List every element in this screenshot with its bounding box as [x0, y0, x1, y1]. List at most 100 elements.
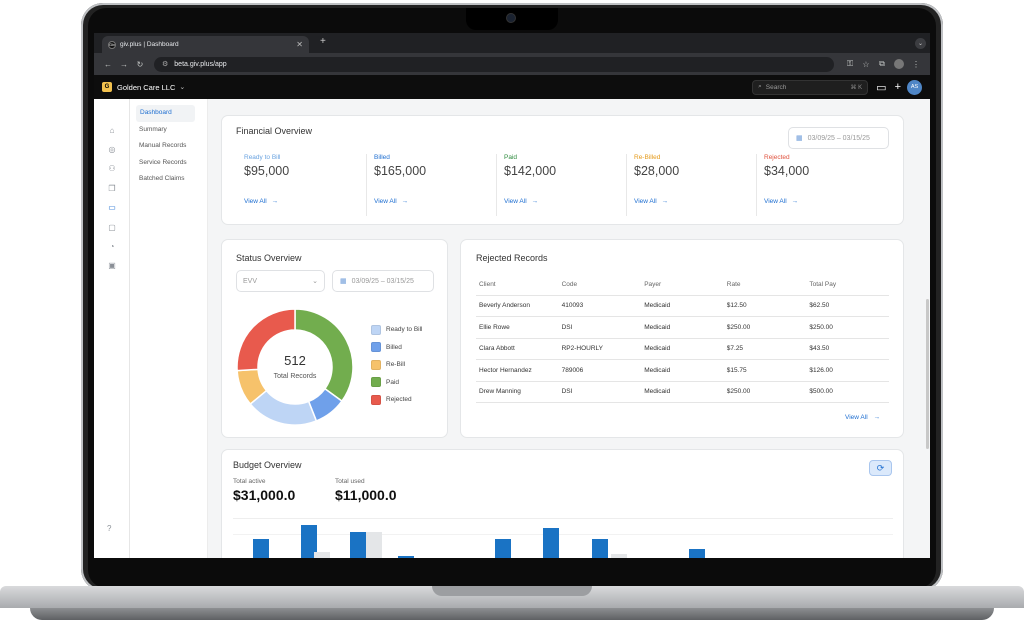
layers-icon[interactable]: ❐	[108, 183, 116, 193]
sidebar-item-batched-claims[interactable]: Batched Claims	[139, 175, 185, 182]
budget-bar[interactable]	[314, 552, 330, 558]
scrollbar[interactable]	[926, 299, 929, 449]
table-row[interactable]: Clara Abbott RP2-HOURLY Medicaid $7.25 $43.5…	[476, 339, 889, 360]
budget-bar[interactable]	[611, 554, 627, 558]
chat-icon[interactable]: ▢	[108, 222, 116, 232]
table-cell: $62.50	[809, 302, 830, 310]
table-row[interactable]: Drew Manning DSI Medicaid $250.00 $500.00	[476, 382, 889, 403]
donut-slice-rejected[interactable]	[236, 308, 296, 372]
user-avatar[interactable]: AS	[907, 79, 922, 95]
view-all-link[interactable]: View All →	[764, 198, 798, 205]
sidebar-item-manual-records[interactable]: Manual Records	[139, 142, 187, 149]
rejected-view-all-link[interactable]: View All →	[845, 414, 880, 421]
sidebar-item-summary[interactable]: Summary	[139, 125, 167, 133]
financial-column: Rejected $34,000 View All →	[764, 154, 884, 216]
table-cell: Medicaid	[644, 345, 671, 353]
view-all-label: View All	[244, 198, 267, 205]
legend-label: Re-Bill	[386, 361, 406, 369]
bookmark-star-icon[interactable]: ☆	[862, 59, 870, 69]
table-row[interactable]: Hector Hernandez 789006 Medicaid $15.75 $126…	[476, 360, 889, 382]
financial-value: $34,000	[764, 164, 810, 178]
org-logo: G	[102, 82, 112, 92]
financial-date-range[interactable]: ▦ 03/09/25 – 03/15/25	[788, 127, 889, 149]
search-input[interactable]: ⌕ Search ⌘ K	[752, 79, 869, 95]
view-all-link[interactable]: View All →	[634, 198, 668, 205]
budget-bar[interactable]	[689, 549, 705, 558]
sidebar-item-dashboard[interactable]: Dashboard	[136, 105, 195, 122]
rejected-records-card: Rejected Records Client Code Payer Rate Tota…	[460, 239, 904, 438]
search-records-icon[interactable]: ◎	[108, 144, 116, 154]
gridline	[233, 534, 893, 535]
new-tab-icon[interactable]: +	[320, 36, 326, 47]
view-all-link[interactable]: View All →	[244, 198, 278, 205]
users-icon[interactable]: ⚇	[108, 163, 116, 173]
chevron-down-icon[interactable]: ⌄	[179, 84, 186, 91]
view-all-link[interactable]: View All →	[504, 198, 538, 205]
legend-label: Rejected	[386, 396, 412, 404]
date-range-text: 03/09/25 – 03/15/25	[807, 134, 870, 142]
sidebar-item-service-records[interactable]: Service Records	[139, 158, 187, 166]
budget-bar[interactable]	[592, 539, 608, 558]
help-icon[interactable]: ?	[107, 524, 112, 533]
add-icon[interactable]: +	[894, 81, 901, 93]
profile-avatar[interactable]	[894, 59, 904, 69]
column-header[interactable]: Total Pay	[809, 280, 837, 288]
financial-column: Paid $142,000 View All →	[504, 154, 624, 216]
tab-search-icon[interactable]: ⌄	[915, 38, 926, 49]
card-title: Status Overview	[236, 253, 302, 263]
legend-label: Paid	[386, 378, 400, 386]
column-header[interactable]: Code	[561, 280, 578, 288]
column-header[interactable]: Client	[479, 280, 496, 288]
site-info-icon[interactable]: ⚙	[162, 61, 169, 68]
legend-item: Rejected	[371, 391, 423, 409]
budget-bar[interactable]	[366, 532, 382, 558]
report-icon[interactable]: ▣	[108, 260, 116, 270]
view-all-link[interactable]: View All →	[374, 198, 408, 205]
extensions-icon[interactable]: ⧉	[879, 59, 885, 68]
browser-tab[interactable]: Giv giv.plus | Dashboard ✕	[102, 36, 309, 53]
message-icon[interactable]: ▭	[876, 81, 887, 94]
refresh-icon[interactable]: ⟳	[869, 460, 892, 476]
back-icon[interactable]: ←	[104, 59, 112, 69]
budget-bar[interactable]	[301, 525, 317, 558]
budget-bar[interactable]	[253, 539, 269, 558]
reload-icon[interactable]: ↻	[136, 59, 144, 69]
home-icon[interactable]: ⌂	[109, 125, 115, 135]
status-date-range[interactable]: ▦ 03/09/25 – 03/15/25	[332, 270, 434, 292]
chart-icon[interactable]: ◔	[109, 241, 115, 251]
column-header[interactable]: Rate	[726, 280, 741, 288]
financial-label: Re-Billed	[634, 154, 661, 161]
table-cell: Medicaid	[644, 388, 671, 396]
table-cell: $250.00	[726, 323, 751, 331]
view-all-label: View All	[504, 198, 527, 205]
camera-icon	[507, 14, 515, 22]
forward-icon[interactable]: →	[120, 59, 128, 69]
sidebar: Dashboard Summary Manual Records Service…	[130, 99, 208, 558]
close-tab-icon[interactable]: ✕	[296, 40, 303, 49]
browser-menu-icon[interactable]: ⋮	[912, 59, 920, 69]
legend-label: Ready to Bill	[386, 326, 423, 334]
view-all-label: View All	[845, 414, 868, 421]
budget-bar[interactable]	[543, 528, 559, 558]
arrow-right-icon: →	[789, 198, 798, 205]
card-icon[interactable]: ▭	[108, 202, 116, 212]
status-overview-card: Status Overview EVV ⌄ ▦ 03/09/25 – 03/15…	[221, 239, 448, 438]
table-row[interactable]: Ellie Rowe DSI Medicaid $250.00 $250.00	[476, 317, 889, 339]
table-cell: $250.00	[809, 323, 833, 331]
budget-bar[interactable]	[398, 556, 414, 558]
password-key-icon[interactable]: ⚿	[846, 59, 854, 68]
budget-bar[interactable]	[495, 539, 511, 558]
address-bar[interactable]: ⚙ beta.giv.plus/app	[154, 56, 834, 72]
budget-bar[interactable]	[350, 532, 366, 558]
table-row[interactable]: Beverly Anderson 410093 Medicaid $12.50 $62.…	[476, 296, 889, 317]
search-shortcut: ⌘ K	[850, 84, 863, 91]
table-cell: $12.50	[726, 302, 747, 310]
legend-label: Billed	[386, 343, 402, 351]
base-lip	[432, 586, 592, 596]
org-switcher[interactable]: Golden Care LLC	[117, 82, 176, 92]
legend-item: Paid	[371, 374, 423, 392]
column-header[interactable]: Payer	[644, 280, 662, 288]
donut-total-label: Total Records	[274, 373, 317, 380]
rejected-records-table: Client Code Payer Rate Total Pay Beverly Ande…	[476, 274, 889, 403]
status-filter-select[interactable]: EVV ⌄	[236, 270, 325, 292]
